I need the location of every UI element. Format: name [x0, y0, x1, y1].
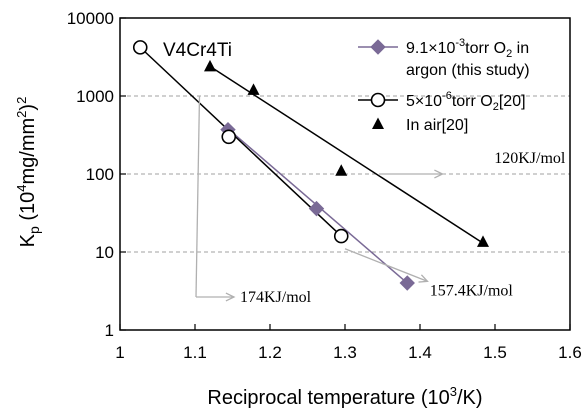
- fit-line: [139, 46, 342, 237]
- annotation-label: 157.4KJ/mol: [430, 283, 514, 300]
- data-point: [308, 200, 325, 217]
- x-tick-label: 1.6: [558, 343, 582, 362]
- annotation-label: 174KJ/mol: [240, 289, 312, 306]
- legend-label: In air[20]: [406, 117, 468, 134]
- legend-label: 9.1×10-3torr O2 in: [406, 37, 529, 60]
- legend-marker: [370, 39, 386, 55]
- data-point: [247, 83, 260, 95]
- x-tick-label: 1: [115, 343, 124, 362]
- legend-marker: [370, 92, 386, 108]
- data-point: [204, 59, 216, 72]
- y-tick-label: 1: [105, 321, 114, 340]
- data-point: [399, 275, 415, 291]
- fit-lines: [139, 46, 484, 284]
- y-tick-label: 10: [95, 243, 114, 262]
- data-point: [335, 164, 348, 176]
- data-point: [477, 235, 489, 247]
- x-tick-label: 1.1: [183, 343, 207, 362]
- y-tick-label: 1000: [76, 87, 114, 106]
- data-points: [132, 40, 489, 291]
- annotations: 120KJ/mol 157.4KJ/mol 174KJ/mol: [195, 95, 566, 306]
- x-tick-label: 1.3: [333, 343, 357, 362]
- arrow-line: [195, 95, 201, 297]
- tick-labels: 1 1.1 1.2 1.3 1.4 1.5 1.6 1 10 100 1000 10000: [67, 9, 582, 362]
- legend: 9.1×10-3torr O2 in argon (this study) 5×10…: [358, 37, 530, 134]
- data-point: [132, 40, 148, 55]
- arrow-head: [418, 274, 429, 283]
- y-tick-label: 10000: [67, 9, 114, 28]
- axes: [119, 17, 571, 331]
- fit-line: [209, 65, 484, 244]
- legend-marker: [372, 117, 384, 129]
- legend-label: argon (this study): [406, 62, 530, 79]
- data-point: [333, 228, 349, 244]
- y-axis-label: Kp (104mg/mm2)2: [14, 97, 42, 248]
- annotation-label: 120KJ/mol: [494, 150, 566, 167]
- arrow-head: [225, 292, 236, 302]
- x-tick-label: 1.5: [483, 343, 507, 362]
- legend-label: 5×10-6torr O2[20]: [406, 90, 526, 113]
- inset-label: V4Cr4Ti: [163, 40, 232, 61]
- x-axis-label: Reciprocal temperature (103/K): [207, 384, 482, 409]
- y-tick-label: 100: [86, 165, 114, 184]
- data-point: [221, 129, 237, 145]
- x-tick-label: 1.2: [258, 343, 282, 362]
- arrow-line: [344, 248, 428, 282]
- x-tick-label: 1.4: [408, 343, 432, 362]
- arrow-head: [434, 169, 444, 179]
